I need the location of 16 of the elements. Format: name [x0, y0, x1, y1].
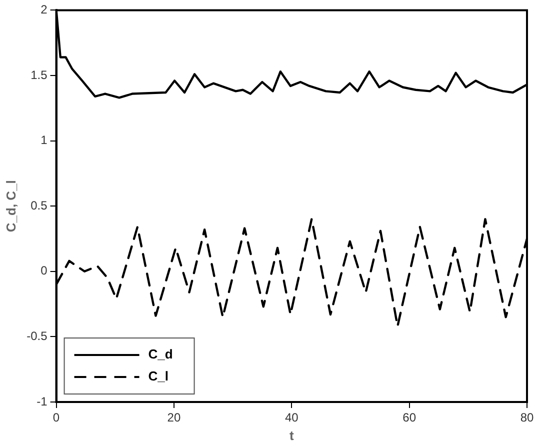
y-tick-label: 1.5 — [30, 68, 48, 82]
y-tick-label: -0.5 — [26, 329, 48, 344]
x-tick-label: 60 — [402, 410, 416, 425]
x-tick-label: 20 — [167, 410, 181, 425]
y-tick-label: -1 — [36, 394, 48, 408]
y-tick-label: 1 — [40, 133, 48, 148]
y-axis-title: C_d, C_l — [3, 180, 18, 232]
y-tick-label: 0 — [40, 264, 48, 278]
y-tick-label: 2 — [40, 2, 48, 17]
x-tick-label: 0 — [52, 410, 60, 425]
x-tick-label: 80 — [520, 410, 534, 425]
legend-label: C_d — [148, 346, 173, 362]
x-tick-label: 40 — [284, 410, 299, 425]
legend-label: C_l — [148, 368, 169, 384]
x-axis-title: t — [289, 428, 294, 443]
y-tick-label: 0.5 — [30, 198, 48, 212]
